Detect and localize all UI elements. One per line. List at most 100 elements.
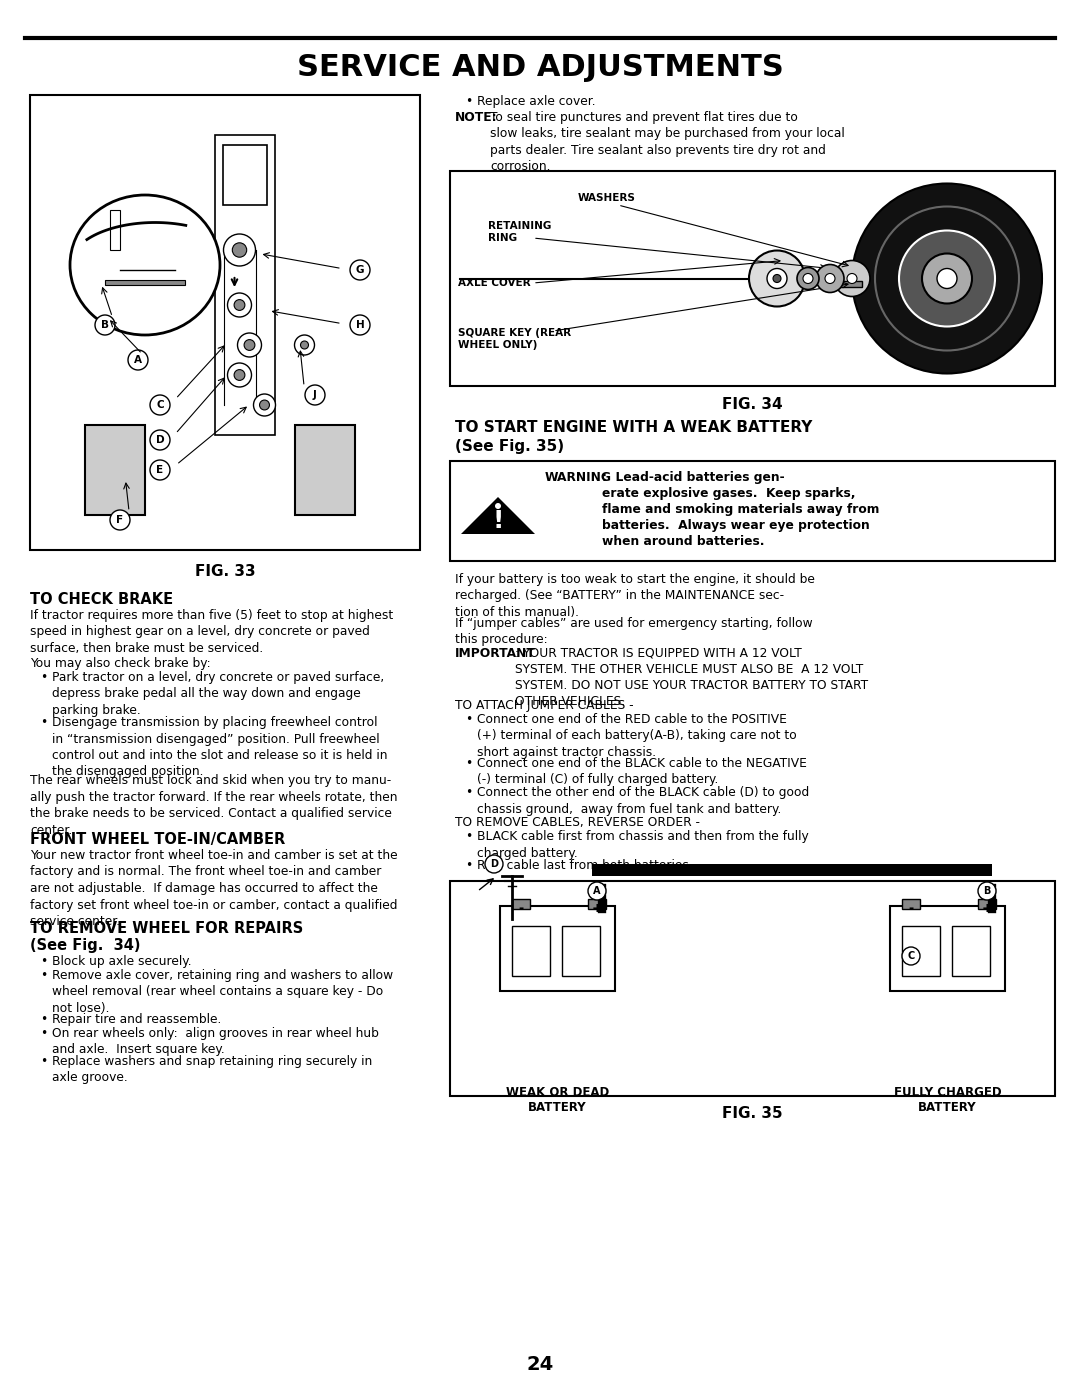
- Circle shape: [254, 394, 275, 416]
- Text: If “jumper cables” are used for emergency starting, follow
this procedure:: If “jumper cables” are used for emergenc…: [455, 617, 812, 647]
- Bar: [562, 926, 600, 977]
- Circle shape: [244, 339, 255, 351]
- Text: Connect one end of the RED cable to the POSITIVE
(+) terminal of each battery(A-: Connect one end of the RED cable to the …: [477, 712, 797, 759]
- Text: Your new tractor front wheel toe-in and camber is set at the
factory and is norm: Your new tractor front wheel toe-in and …: [30, 849, 397, 928]
- Circle shape: [300, 341, 309, 349]
- Text: A: A: [134, 355, 141, 365]
- Text: •: •: [465, 859, 472, 872]
- Text: C: C: [907, 951, 915, 961]
- Text: •: •: [40, 1027, 48, 1039]
- Text: If your battery is too weak to start the engine, it should be
recharged. (See “B: If your battery is too weak to start the…: [455, 573, 815, 619]
- Text: B: B: [983, 886, 990, 895]
- Text: •: •: [40, 1055, 48, 1067]
- Text: (See Fig. 35): (See Fig. 35): [455, 439, 564, 454]
- Bar: [822, 281, 862, 286]
- Bar: [902, 900, 920, 909]
- Text: Replace washers and snap retaining ring securely in
axle groove.: Replace washers and snap retaining ring …: [52, 1055, 373, 1084]
- Text: Replace axle cover.: Replace axle cover.: [477, 95, 596, 108]
- Bar: [110, 210, 120, 250]
- Text: FRONT WHEEL TOE-IN/CAMBER: FRONT WHEEL TOE-IN/CAMBER: [30, 833, 285, 847]
- Text: Block up axle securely.: Block up axle securely.: [52, 956, 191, 968]
- Bar: [951, 926, 990, 977]
- Circle shape: [110, 510, 130, 529]
- Text: FULLY CHARGED
BATTERY: FULLY CHARGED BATTERY: [893, 1085, 1001, 1113]
- Text: H: H: [355, 320, 364, 330]
- Text: Disengage transmission by placing freewheel control
in “transmission disengaged”: Disengage transmission by placing freewh…: [52, 717, 388, 778]
- Text: (See Fig.  34): (See Fig. 34): [30, 937, 140, 953]
- Text: :  Lead-acid batteries gen-
erate explosive gases.  Keep sparks,
flame and smoki: : Lead-acid batteries gen- erate explosi…: [602, 471, 879, 548]
- Circle shape: [978, 882, 996, 900]
- Text: •: •: [40, 717, 48, 729]
- Circle shape: [234, 370, 245, 380]
- Text: D: D: [156, 434, 164, 446]
- Text: •: •: [465, 757, 472, 770]
- Text: -: -: [518, 902, 524, 915]
- Bar: [222, 145, 267, 205]
- Circle shape: [804, 274, 813, 284]
- Text: 24: 24: [526, 1355, 554, 1375]
- Circle shape: [305, 386, 325, 405]
- Text: FIG. 33: FIG. 33: [194, 564, 255, 580]
- Text: On rear wheels only:  align grooves in rear wheel hub
and axle.  Insert square k: On rear wheels only: align grooves in re…: [52, 1027, 379, 1056]
- Bar: [215, 136, 274, 434]
- Text: You may also check brake by:: You may also check brake by:: [30, 657, 211, 671]
- Text: WASHERS: WASHERS: [578, 193, 636, 203]
- Circle shape: [350, 314, 370, 335]
- Text: +: +: [982, 902, 993, 915]
- Text: Remove axle cover, retaining ring and washers to allow
wheel removal (rear wheel: Remove axle cover, retaining ring and wa…: [52, 970, 393, 1016]
- Text: : YOUR TRACTOR IS EQUIPPED WITH A 12 VOLT
SYSTEM. THE OTHER VEHICLE MUST ALSO BE: : YOUR TRACTOR IS EQUIPPED WITH A 12 VOL…: [515, 647, 868, 708]
- Circle shape: [259, 400, 269, 409]
- Circle shape: [95, 314, 114, 335]
- Text: •: •: [40, 1013, 48, 1025]
- Text: J: J: [313, 390, 316, 400]
- Text: BLACK cable first from chassis and then from the fully
charged battery.: BLACK cable first from chassis and then …: [477, 830, 809, 859]
- Bar: [295, 425, 355, 515]
- Circle shape: [295, 335, 314, 355]
- Circle shape: [588, 882, 606, 900]
- Text: Repair tire and reassemble.: Repair tire and reassemble.: [52, 1013, 221, 1025]
- Text: IMPORTANT: IMPORTANT: [455, 647, 536, 659]
- Bar: [85, 425, 145, 515]
- Text: •: •: [465, 95, 472, 108]
- Circle shape: [937, 268, 957, 289]
- Text: WARNING: WARNING: [545, 471, 612, 483]
- Bar: [512, 900, 530, 909]
- Text: G: G: [355, 265, 364, 275]
- Text: •: •: [40, 956, 48, 968]
- Circle shape: [767, 268, 787, 289]
- Text: !: !: [492, 509, 503, 534]
- Circle shape: [228, 293, 252, 317]
- Text: E: E: [157, 465, 163, 475]
- Circle shape: [228, 363, 252, 387]
- Bar: [450, 882, 1055, 1097]
- Bar: [30, 95, 420, 550]
- Circle shape: [834, 260, 870, 296]
- Polygon shape: [461, 497, 535, 534]
- Circle shape: [750, 250, 805, 306]
- Text: D: D: [490, 859, 498, 869]
- Text: Connect one end of the BLACK cable to the NEGATIVE
(-) terminal (C) of fully cha: Connect one end of the BLACK cable to th…: [477, 757, 807, 787]
- Bar: [978, 900, 996, 909]
- Circle shape: [150, 460, 170, 481]
- Bar: [512, 926, 550, 977]
- Text: TO START ENGINE WITH A WEAK BATTERY: TO START ENGINE WITH A WEAK BATTERY: [455, 420, 812, 434]
- Text: •: •: [465, 830, 472, 842]
- Circle shape: [825, 274, 835, 284]
- Circle shape: [129, 351, 148, 370]
- Circle shape: [485, 855, 503, 873]
- Circle shape: [922, 253, 972, 303]
- Text: RED cable last from both batteries.: RED cable last from both batteries.: [477, 859, 692, 872]
- Bar: [588, 900, 606, 909]
- Circle shape: [797, 267, 819, 289]
- Text: If tractor requires more than five (5) feet to stop at highest
speed in highest : If tractor requires more than five (5) f…: [30, 609, 393, 655]
- Text: •: •: [465, 787, 472, 799]
- Text: SQUARE KEY (REAR
WHEEL ONLY): SQUARE KEY (REAR WHEEL ONLY): [458, 328, 571, 349]
- Circle shape: [234, 299, 245, 310]
- Text: +: +: [592, 902, 603, 915]
- Bar: [902, 926, 940, 977]
- Bar: [500, 907, 615, 990]
- Circle shape: [852, 183, 1042, 373]
- Circle shape: [847, 274, 858, 284]
- Bar: [450, 461, 1055, 562]
- Text: To seal tire punctures and prevent flat tires due to
slow leaks, tire sealant ma: To seal tire punctures and prevent flat …: [490, 110, 845, 173]
